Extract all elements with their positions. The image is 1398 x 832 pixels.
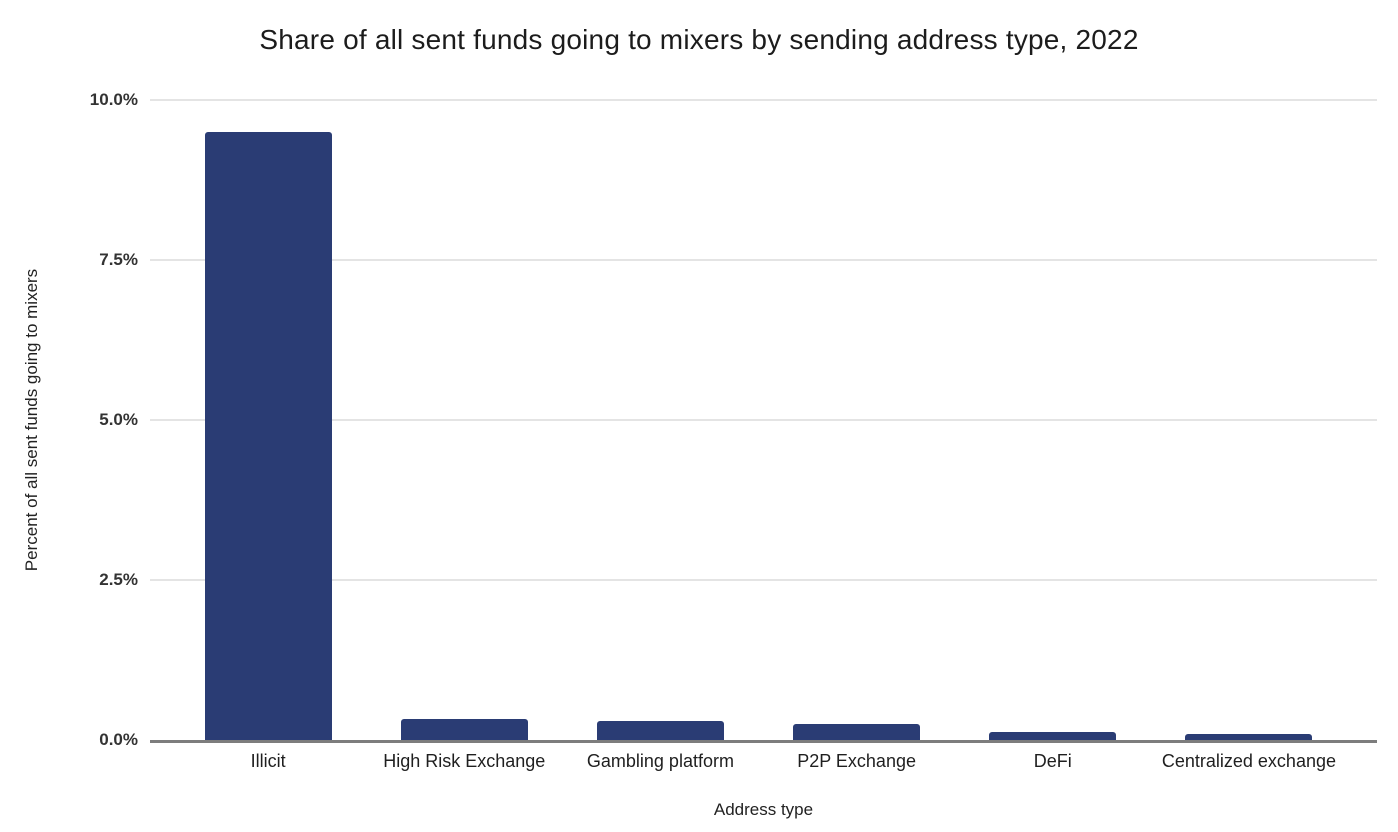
- x-category-label-defi: DeFi: [1033, 751, 1072, 771]
- y-tick-label-10-0-: 10.0%: [89, 90, 138, 109]
- gridline-7-5-: [150, 259, 1377, 261]
- bar-centralized-exchange: [1185, 733, 1313, 740]
- bar-high-risk-exchange: [400, 718, 528, 740]
- x-axis-line: [150, 740, 1377, 743]
- x-category-label-p2p-exchange: P2P Exchange: [797, 751, 916, 771]
- bar-gambling-platform: [596, 721, 724, 740]
- y-tick-label-2-5-: 2.5%: [99, 570, 138, 589]
- x-category-label-gambling-platform: Gambling platform: [586, 751, 734, 771]
- x-axis-category-labels: Illicit High Risk Exchange Gambling platfo…: [170, 751, 1347, 772]
- x-category-label-centralized-exchange: Centralized exchange: [1161, 751, 1336, 771]
- x-category-label-illicit: Illicit: [250, 751, 286, 771]
- gridline-5-0-: [150, 419, 1377, 421]
- bar-defi: [989, 732, 1117, 740]
- bar-slot-gambling-platform: [562, 100, 758, 740]
- bar-slot-high-risk-exchange: [366, 100, 562, 740]
- bar-illicit: [204, 132, 332, 740]
- bar-slot-centralized-exchange: [1151, 100, 1347, 740]
- bars-group: [170, 100, 1347, 740]
- bar-p2p-exchange: [793, 724, 921, 740]
- plot-area: [150, 99, 1377, 743]
- y-tick-label-7-5-: 7.5%: [99, 250, 138, 269]
- gridline-2-5-: [150, 579, 1377, 581]
- chart-title: Share of all sent funds going to mixers …: [259, 24, 1139, 55]
- bar-slot-illicit: [170, 100, 366, 740]
- y-tick-label-0-0-: 0.0%: [99, 730, 138, 749]
- x-axis-title: Address type: [713, 800, 814, 819]
- bar-slot-p2p-exchange: [759, 100, 955, 740]
- y-tick-label-5-0-: 5.0%: [99, 410, 138, 429]
- x-category-label-high-risk-exchange: High Risk Exchange: [383, 751, 546, 771]
- bar-slot-defi: [955, 100, 1151, 740]
- gridline-10-0-: [150, 99, 1377, 101]
